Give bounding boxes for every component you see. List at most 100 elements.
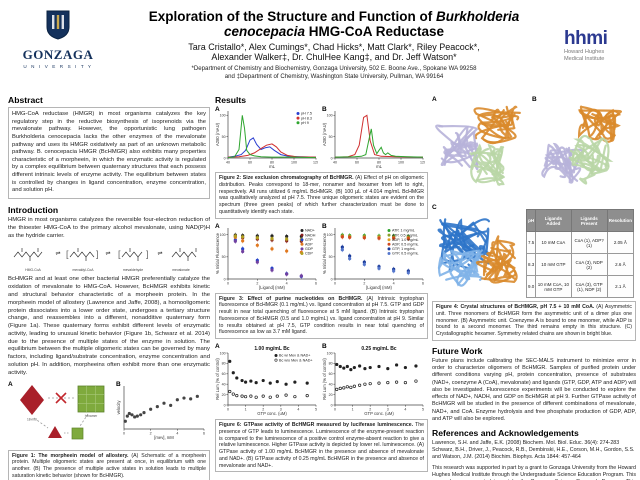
figure3-caption: Figure 3: Effect of purine nucleotides o… [215, 292, 428, 339]
reaction-scheme-structures: [ ] [ ] ⇌ ⇌ ⇌ [13, 248, 197, 262]
figure2-panel-a: A 406080100120050100mLA280 (mAU)pH 7.5pH… [215, 106, 319, 169]
figure4-caption: Figure 4: Crystal structures of BcHMGR, … [432, 301, 636, 341]
figure3-caption-body: (A) Intrinsic tryptophan fluorescence of… [219, 295, 424, 336]
fig6b-gtpase-chart: 0 1 2 3 4 5 0 20 40 60 80 100 0.25 mg/mL Bc GTP conc.… [322, 344, 425, 416]
svg-text:[Ligand] (mM): [Ligand] (mM) [259, 285, 285, 290]
table-row: 8.3 10 mM GTP CoA (3), NDP (2) 2.6 Å [525, 253, 635, 276]
crystal-table-cell: 10 mM CoA, 10 mM GTP [535, 275, 572, 298]
equilibrium-arrow-1: ⇌ [55, 250, 60, 257]
figure4-structure-c-and-table-row: C pH Ligands Added Ligands Present Resoluti… [432, 204, 636, 298]
bracket-close-2: ] [146, 249, 149, 259]
figure4-panel-a: A [432, 96, 528, 202]
svg-text:50: 50 [329, 255, 333, 259]
reaction-scheme: [ ] [ ] ⇌ ⇌ ⇌ HMG-CoA mevaldyl-CoA meval… [8, 243, 206, 274]
panel-label-b: B [322, 106, 327, 113]
svg-text:GTP: GTP [305, 237, 313, 241]
figure6-caption-body: The presence of GTP leads to luminescenc… [219, 422, 424, 469]
svg-text:50: 50 [329, 135, 333, 139]
figure6-caption: Figure 6: GTPase activity of BcHMGR meas… [215, 419, 428, 473]
poster-title: Exploration of the Structure and Functio… [108, 9, 560, 40]
figure4-caption-body: (A) Asymmetric unit. Three monomers of B… [436, 304, 632, 337]
right-column: A B C pH Ligands Added Ligands Present Reso… [432, 95, 636, 480]
svg-text:4: 4 [286, 281, 288, 285]
panel-label-c: C [432, 204, 437, 211]
scheme-label-mevaldyl-coa: mevaldyl-CoA [72, 268, 94, 273]
morpheein-diagram: 18-mer hexamer [20, 384, 105, 439]
svg-text:100: 100 [327, 351, 333, 355]
svg-text:80: 80 [377, 160, 381, 164]
crystal-table-cell: CoA (1), ADP? (1) [570, 231, 608, 254]
gonzaga-crest-icon [46, 10, 70, 40]
figure2-caption-body: (A) Effect of pH on oligomeric distribut… [219, 175, 424, 215]
svg-text:2: 2 [363, 281, 365, 285]
fig3b-fluorescence-chart: 0 2 4 6 0 50 100 [Ligand] (mM) % Initial Fluores… [322, 224, 425, 290]
scheme-label-hmg-coa: HMG-CoA [25, 268, 41, 273]
svg-text:50: 50 [222, 255, 226, 259]
acknowledgement-text: This research was supported in part by a… [432, 464, 636, 480]
crystal-table-header: Resolution [606, 209, 635, 232]
svg-text:CDP: CDP [305, 251, 313, 255]
svg-text:40: 40 [226, 160, 230, 164]
svg-text:6: 6 [422, 281, 424, 285]
fig2a-chromatogram-chart: 40 60 80 100 120 0 50 100 mL A280 (mAU) pH 7.5pH 8… [215, 107, 319, 169]
crystal-table-cell: 8.3 [525, 253, 537, 276]
svg-text:3: 3 [387, 407, 389, 411]
affiliation-line1: *Department of Chemistry and Biochemistr… [191, 65, 477, 73]
figure3-caption-title: Figure 3: Effect of purine nucleotides o… [219, 295, 363, 302]
svg-text:100: 100 [220, 114, 226, 118]
svg-text:NAD+: NAD+ [305, 228, 315, 232]
crystal-table-cell: 10 mM GTP [535, 253, 572, 276]
panel-label-b: B [322, 222, 327, 230]
abstract-box: HMG-CoA reductase (HMGR) in most organis… [8, 107, 210, 200]
title-block: Exploration of the Structure and Functio… [108, 9, 560, 81]
bracket-open-2: [ [118, 249, 121, 259]
svg-text:2: 2 [369, 407, 371, 411]
crystal-table-header: Ligands Added [535, 209, 572, 232]
figure1-panel-b: B 0 2 4 6 [mev], mM velocity [116, 381, 206, 447]
svg-text:100: 100 [327, 232, 333, 236]
svg-text:GDP: GDP [305, 247, 314, 251]
figure1-panels: A 18-mer hexamer [8, 381, 210, 447]
svg-text:80: 80 [329, 362, 333, 366]
crystal-structure-b [541, 105, 622, 185]
svg-text:0.25 mg/mL Bc: 0.25 mg/mL Bc [361, 346, 396, 352]
left-column: Abstract HMG-CoA reductase (HMGR) in mos… [8, 95, 210, 480]
panel-label-a: A [215, 106, 220, 113]
crystal-table-cell: 2.05 Å [606, 231, 635, 254]
svg-text:2: 2 [262, 407, 264, 411]
svg-text:[Ligand] (mM): [Ligand] (mM) [366, 285, 392, 290]
svg-text:5: 5 [422, 407, 424, 411]
svg-text:1: 1 [352, 407, 354, 411]
fig2b-chromatogram-chart: 40 60 80 100 120 0 50 100 mL A280 (mAU) [322, 107, 426, 169]
table-row: 7.5 10 mM CoA CoA (1), ADP? (1) 2.05 Å [525, 231, 635, 254]
svg-text:6: 6 [203, 431, 205, 435]
svg-text:100: 100 [291, 160, 297, 164]
svg-text:pH 9: pH 9 [301, 121, 309, 125]
svg-text:velocity: velocity [116, 399, 121, 414]
svg-text:mL: mL [376, 164, 382, 169]
svg-text:ADP: ADP [305, 242, 313, 246]
svg-text:ADP, 1.0 mg/mL: ADP, 1.0 mg/mL [392, 237, 419, 241]
svg-text:Rel Lum (% of control): Rel Lum (% of control) [215, 358, 220, 400]
svg-text:0: 0 [227, 407, 229, 411]
crystal-table-header: pH [525, 209, 537, 232]
svg-text:100: 100 [327, 114, 333, 118]
figure2-panels: A 406080100120050100mLA280 (mAU)pH 7.5pH… [215, 106, 428, 169]
bracket-open-1: [ [66, 249, 69, 259]
panel-label-a: A [215, 343, 220, 350]
svg-text:5: 5 [315, 407, 317, 411]
morpheein-square-oligomer [77, 385, 105, 412]
gonzaga-logo: GONZAGA U N I V E R S I T Y [10, 10, 106, 69]
gonzaga-name: GONZAGA [22, 47, 94, 62]
hhmi-name-line1: Howard Hughes [564, 49, 605, 56]
panel-label-b: B [322, 343, 327, 350]
future-work-text: Future plans include calibrating the SEC… [432, 357, 636, 422]
figure6-panel-b: B 0 1 2 3 4 5 0 20 40 60 80 100 0.25 mg/mL Bc GTP con… [322, 343, 425, 416]
figure1-caption-title: Figure 1: The morpheein model of alloste… [12, 452, 129, 459]
svg-text:0: 0 [331, 156, 333, 160]
svg-text:A280 (mAU): A280 (mAU) [215, 122, 220, 146]
svg-text:% Initial Fluorescence: % Initial Fluorescence [215, 232, 220, 274]
panel-label-a: A [215, 222, 220, 230]
panel-label-b: B [532, 96, 537, 103]
svg-text:2: 2 [256, 281, 258, 285]
